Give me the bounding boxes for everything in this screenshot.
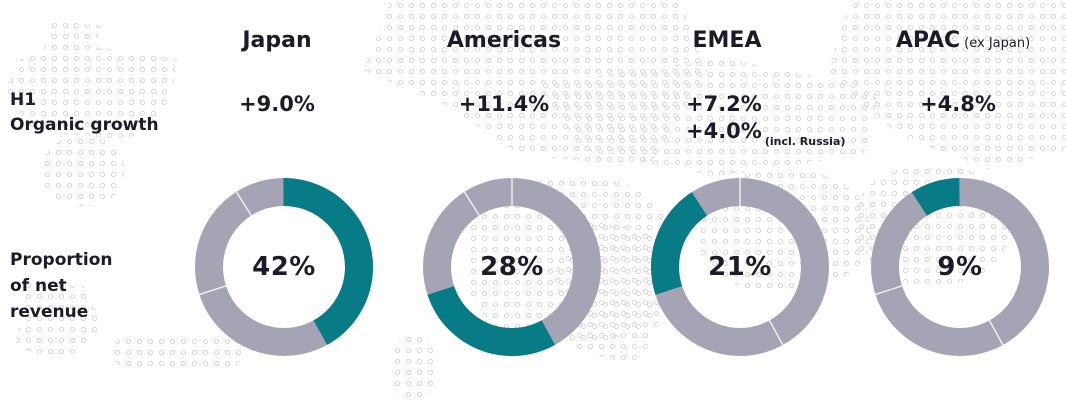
donut-value-label: 42%: [252, 252, 316, 282]
region-suffix: (ex Japan): [964, 36, 1031, 51]
growth-line: +4.0% (incl. Russia): [686, 119, 846, 148]
region-name: APAC: [895, 28, 961, 53]
proportion-row-label-line1: Proportion: [10, 250, 113, 270]
growth-line: +4.8%: [920, 92, 996, 116]
donut-value-label: 28%: [480, 252, 544, 282]
donut-chart-apac: 9%: [871, 178, 1049, 356]
growth-line: +7.2%: [686, 92, 762, 116]
donut-value-label: 21%: [708, 252, 772, 282]
region-header-emea: EMEA: [693, 28, 762, 53]
growth-row-label-line2: Organic growth: [10, 115, 159, 135]
growth-note: (incl. Russia): [764, 135, 846, 148]
region-name: EMEA: [692, 28, 762, 53]
growth-row-label: H1 Organic growth: [10, 88, 159, 138]
growth-value-apac: +4.8%: [920, 91, 996, 118]
donut-chart-americas: 28%: [423, 178, 601, 356]
proportion-row-label-line3: revenue: [10, 302, 89, 322]
region-name: Japan: [242, 28, 312, 53]
donut-chart-japan: 42%: [195, 178, 373, 356]
region-header-americas: Americas: [447, 28, 561, 53]
map-dots-cluster: [828, 0, 1066, 170]
map-dots-cluster: [42, 136, 124, 206]
region-name: Americas: [446, 28, 562, 53]
growth-row-label-line1: H1: [10, 90, 37, 110]
donut-value-label: 9%: [937, 252, 983, 282]
map-dots-cluster: [362, 0, 707, 168]
region-header-japan: Japan: [242, 28, 311, 53]
growth-value-emea: +7.2% +4.0% (incl. Russia): [686, 91, 845, 148]
growth-line: +9.0%: [239, 92, 315, 116]
donut-chart-emea: 21%: [651, 178, 829, 356]
growth-value-americas: +11.4%: [459, 91, 549, 118]
region-header-apac: APAC (ex Japan): [896, 28, 1030, 53]
growth-value-japan: +9.0%: [239, 91, 315, 118]
proportion-row-label-line2: of net: [10, 276, 67, 296]
proportion-row-label: Proportion of net revenue: [10, 247, 113, 325]
growth-line: +11.4%: [458, 92, 550, 116]
